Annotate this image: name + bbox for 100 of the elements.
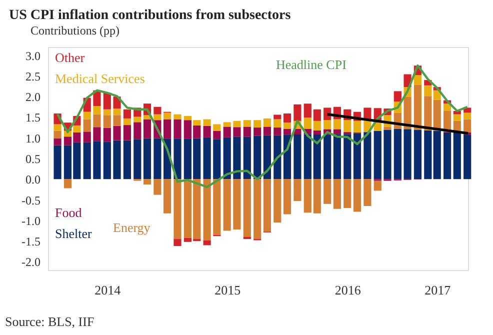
- y-tick-label: 2.0: [26, 90, 40, 104]
- bar: [193, 120, 201, 126]
- bar: [54, 145, 62, 180]
- bar: [433, 100, 441, 131]
- bar: [113, 140, 121, 180]
- bar: [304, 134, 312, 180]
- bar: [83, 132, 91, 142]
- bar: [384, 130, 392, 180]
- y-tick-label: -1.0: [22, 214, 40, 228]
- bar: [143, 119, 152, 138]
- bar: [333, 134, 341, 180]
- bar: [283, 128, 292, 135]
- bar: [143, 138, 152, 180]
- bar: [213, 124, 221, 131]
- bar: [254, 128, 262, 136]
- bar: [54, 130, 62, 138]
- bar: [254, 179, 262, 240]
- bar: [93, 106, 101, 114]
- bar: [233, 179, 241, 230]
- bar: [453, 111, 461, 114]
- bar: [83, 112, 91, 120]
- bar: [203, 179, 211, 240]
- bar: [274, 114, 282, 120]
- bar: [414, 75, 422, 85]
- series-label: Energy: [113, 220, 151, 235]
- bar: [344, 120, 352, 132]
- bar: [443, 104, 452, 112]
- bar: [223, 122, 231, 127]
- bar: [134, 116, 142, 122]
- bar: [203, 126, 211, 138]
- bar: [243, 236, 251, 240]
- text: Shelter: [55, 226, 92, 241]
- bar: [433, 130, 441, 180]
- bar: [203, 137, 211, 180]
- bar: [294, 179, 302, 202]
- bar: [344, 179, 352, 208]
- bar: [263, 179, 271, 232]
- bar: [154, 138, 162, 180]
- bar: [324, 120, 332, 130]
- bar: [113, 115, 121, 126]
- bar: [103, 109, 111, 116]
- y-tick-label: 1.5: [26, 110, 40, 125]
- bar: [453, 120, 461, 131]
- bar: [243, 126, 251, 137]
- bar: [443, 132, 452, 180]
- y-tick-label: -0.5: [22, 193, 40, 208]
- bar: [313, 120, 321, 130]
- x-tick-label: 2016: [334, 282, 362, 298]
- bar: [93, 127, 101, 142]
- bar: [324, 179, 332, 204]
- bar: [313, 134, 321, 180]
- bar: [374, 122, 382, 131]
- bar: [103, 128, 111, 142]
- bar: [394, 128, 402, 180]
- bar: [404, 96, 412, 130]
- bar: [233, 120, 241, 128]
- bar: [333, 119, 341, 130]
- bar: [254, 136, 262, 180]
- bar: [353, 120, 362, 132]
- bar: [184, 116, 192, 120]
- bar: [174, 239, 182, 246]
- bar: [353, 179, 362, 212]
- bar: [54, 138, 62, 146]
- bar: [154, 114, 162, 120]
- bar: [93, 114, 101, 128]
- bar: [313, 130, 321, 135]
- bar: [274, 135, 282, 180]
- bar: [154, 106, 162, 114]
- bar: [364, 108, 372, 120]
- bar: [404, 129, 412, 180]
- source-note: Source: BLS, IIF: [5, 314, 94, 329]
- bar: [154, 179, 162, 195]
- bar: [283, 179, 292, 214]
- x-tick-label: 2014: [94, 282, 122, 298]
- bar: [283, 122, 292, 129]
- bar: [333, 129, 341, 134]
- bar: [134, 139, 142, 180]
- bar: [93, 141, 101, 180]
- bar: [274, 179, 282, 223]
- bar: [134, 122, 142, 140]
- bar: [243, 120, 251, 127]
- y-tick-label: 1.0: [26, 131, 40, 146]
- bar: [283, 113, 292, 123]
- y-tick-label: -1.5: [22, 234, 40, 249]
- bar: [203, 119, 211, 126]
- bar: [64, 179, 72, 188]
- bar: [243, 179, 251, 237]
- bar: [313, 109, 321, 121]
- text: Medical Services: [55, 71, 145, 86]
- bar: [113, 108, 121, 116]
- bar: [274, 119, 282, 128]
- bar: [213, 139, 221, 180]
- bar: [374, 180, 382, 191]
- bar: [364, 132, 372, 180]
- bar: [223, 179, 231, 231]
- bar: [364, 179, 372, 206]
- bar: [103, 142, 111, 180]
- bar: [123, 140, 131, 180]
- bar: [424, 130, 432, 180]
- y-tick-label: -2.0: [22, 255, 40, 270]
